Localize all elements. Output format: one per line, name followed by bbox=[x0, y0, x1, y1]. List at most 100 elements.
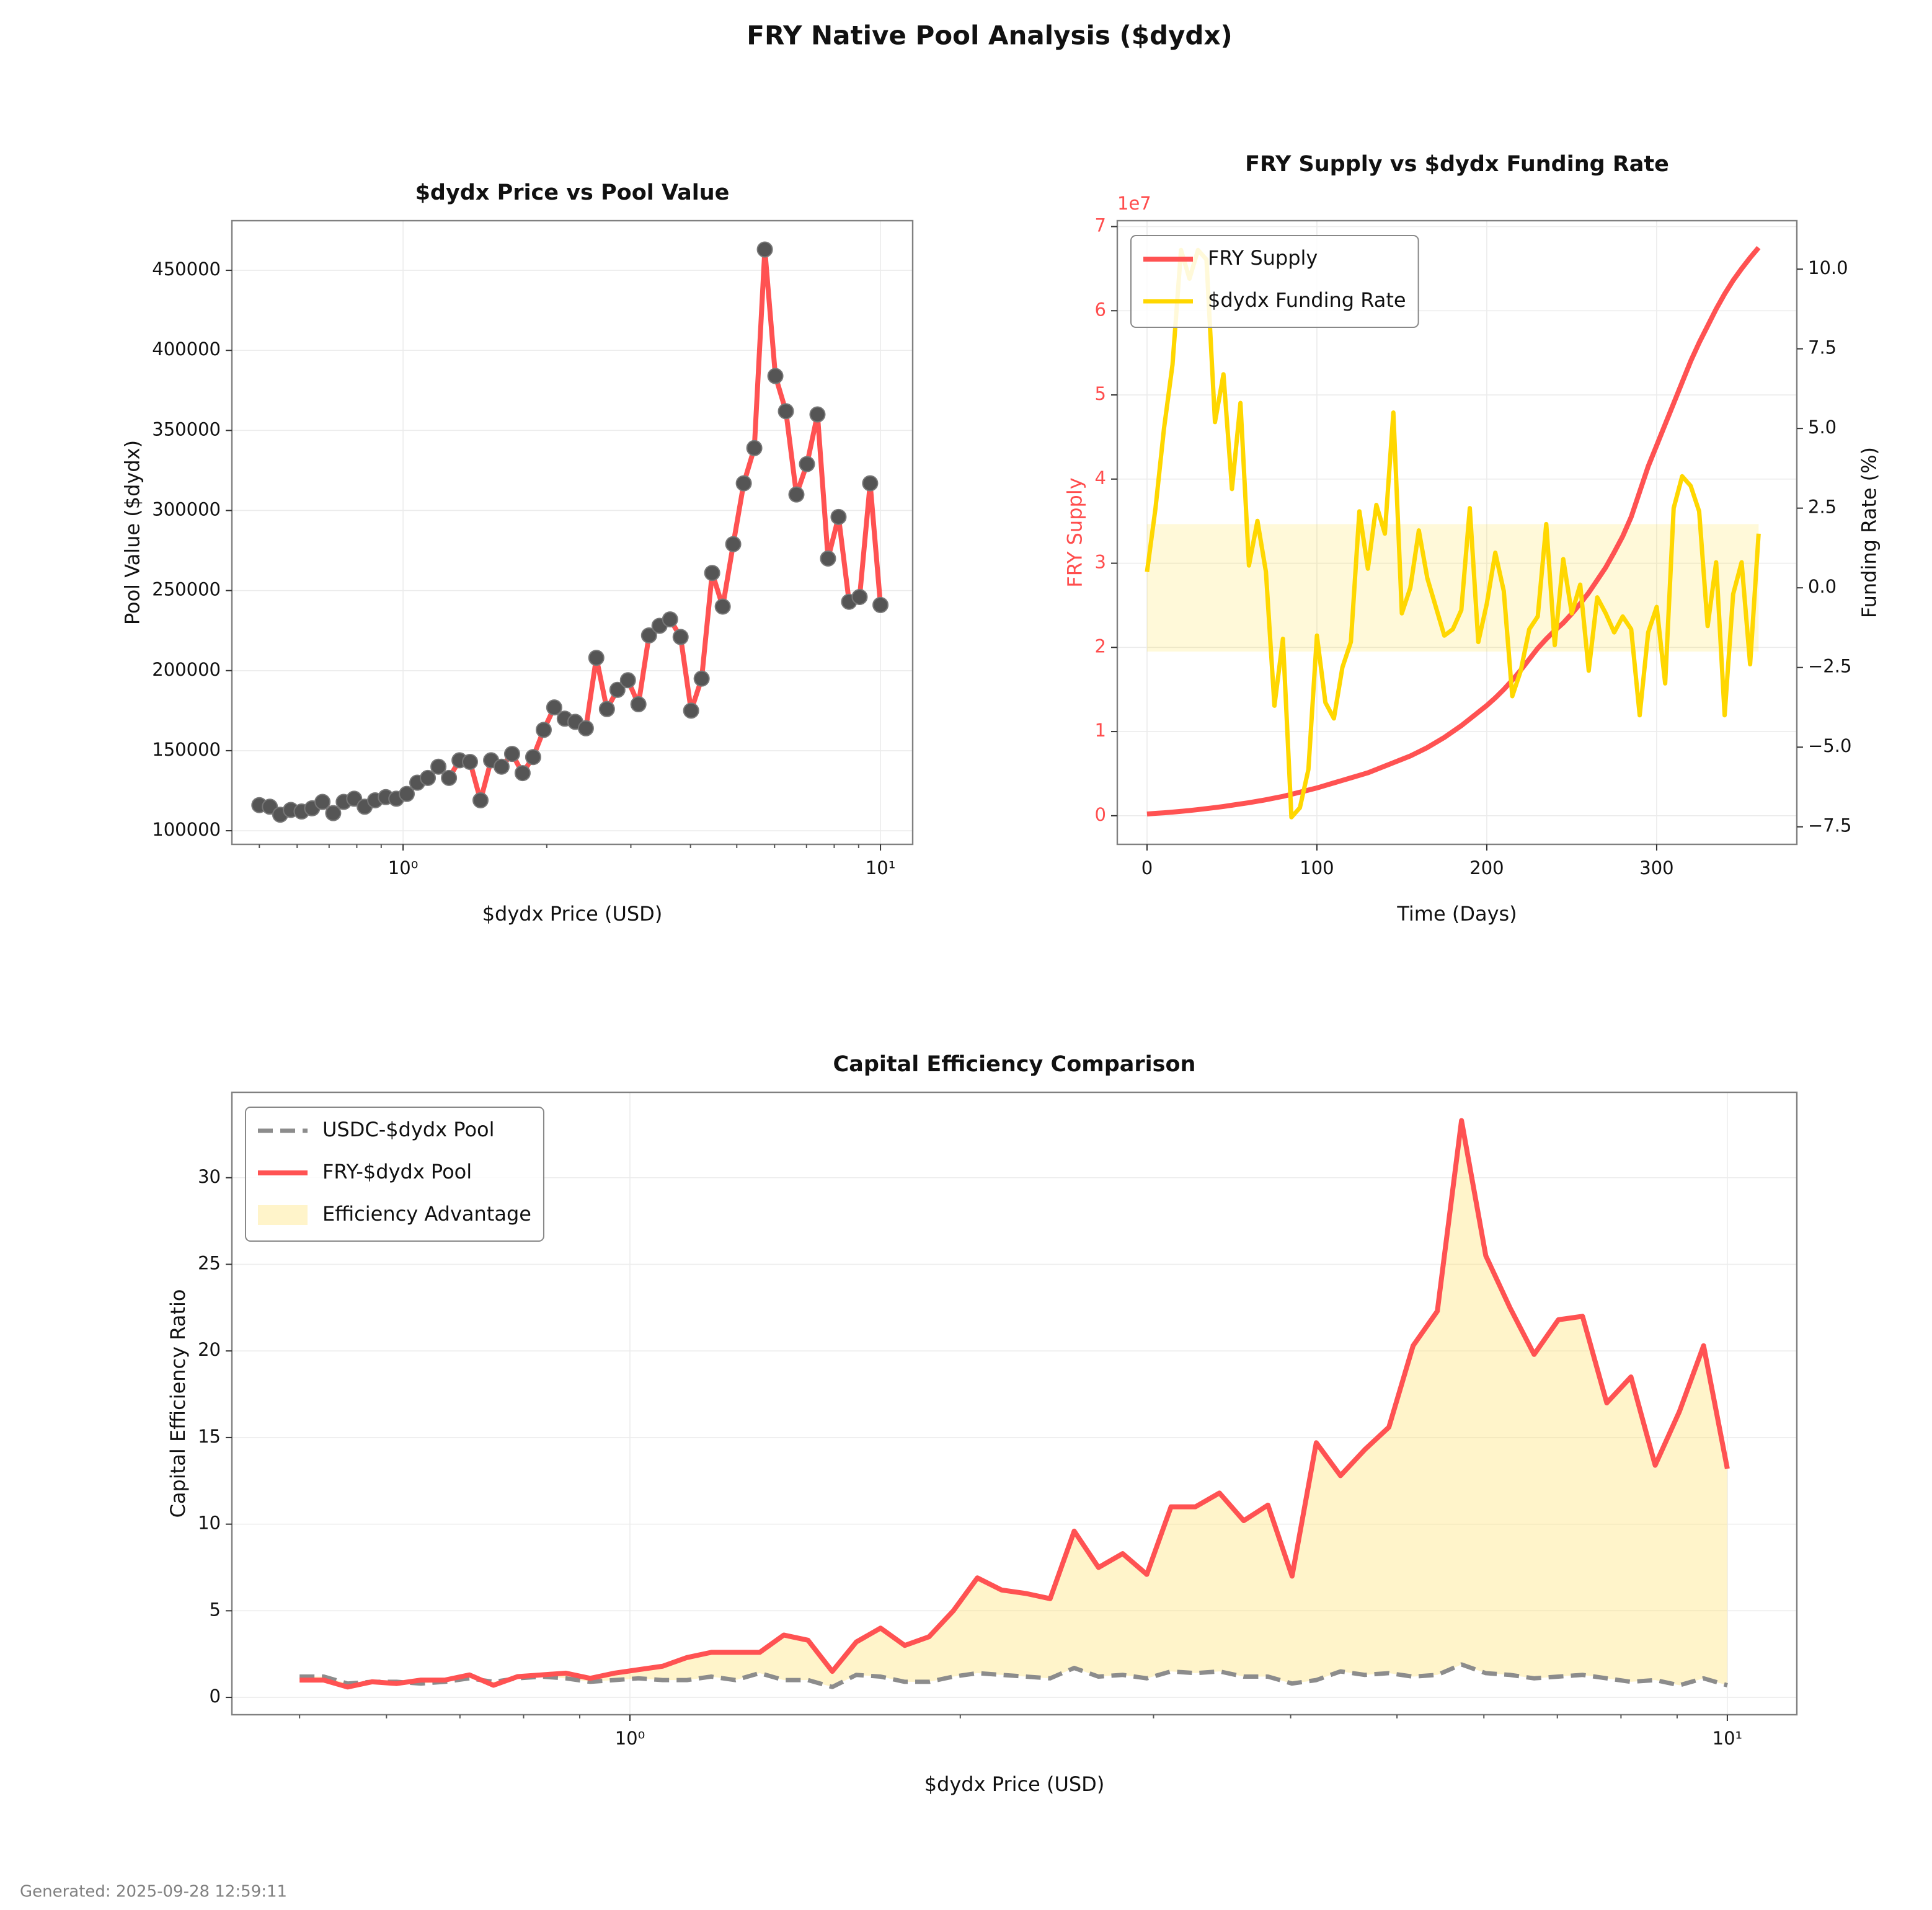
data-point bbox=[577, 720, 594, 736]
figure-title: FRY Native Pool Analysis ($dydx) bbox=[747, 20, 1232, 51]
x-tick-label: 10⁰ bbox=[615, 1728, 645, 1749]
legend-label: FRY Supply bbox=[1208, 246, 1318, 270]
data-point bbox=[399, 785, 415, 802]
data-point bbox=[525, 749, 541, 766]
data-point bbox=[493, 758, 510, 775]
data-point bbox=[314, 794, 331, 810]
y-tick-label: 100000 bbox=[152, 819, 221, 840]
y-tick-label: 0 bbox=[1095, 804, 1106, 825]
data-point bbox=[514, 765, 531, 782]
x-axis-label: $dydx Price (USD) bbox=[482, 902, 663, 926]
y2-tick-label: 5.0 bbox=[1808, 417, 1837, 438]
y-tick-label: 300000 bbox=[152, 498, 221, 520]
data-point bbox=[472, 792, 489, 808]
legend-label: USDC-$dydx Pool bbox=[322, 1118, 495, 1141]
legend-swatch bbox=[258, 1205, 308, 1225]
plot-frame bbox=[1116, 219, 1798, 846]
x-tick-label: 0 bbox=[1141, 857, 1153, 878]
y2-tick-label: 7.5 bbox=[1808, 337, 1837, 358]
y-tick-label: 200000 bbox=[152, 659, 221, 680]
y-tick-label: 10 bbox=[198, 1513, 221, 1534]
data-point bbox=[862, 475, 879, 492]
y-tick-label: 450000 bbox=[152, 259, 221, 280]
plot-frame bbox=[231, 1091, 1798, 1716]
data-point bbox=[420, 769, 436, 786]
y-axis-label: Capital Efficiency Ratio bbox=[166, 1289, 190, 1518]
data-point bbox=[672, 629, 689, 645]
data-point bbox=[640, 627, 657, 643]
y2-tick-label: 0.0 bbox=[1808, 576, 1837, 597]
x-tick-label: 300 bbox=[1639, 857, 1673, 878]
data-point bbox=[704, 565, 720, 581]
data-point bbox=[714, 598, 731, 615]
data-point bbox=[588, 650, 605, 666]
y-tick-label: 20 bbox=[198, 1339, 221, 1360]
y-tick-label: 150000 bbox=[152, 739, 221, 760]
data-point bbox=[872, 596, 889, 613]
data-point bbox=[788, 486, 805, 503]
legend-label: FRY-$dydx Pool bbox=[322, 1160, 472, 1183]
y-tick-label: 6 bbox=[1095, 299, 1106, 320]
footer-note: Generated: 2025-09-28 12:59:11 bbox=[20, 1883, 287, 1901]
y-tick-label: 7 bbox=[1095, 215, 1106, 236]
y-tick-label: 250000 bbox=[152, 579, 221, 600]
data-point bbox=[778, 403, 794, 420]
y-axis-label: Pool Value ($dydx) bbox=[120, 440, 144, 625]
data-point bbox=[462, 753, 479, 770]
data-point bbox=[735, 475, 752, 492]
legend-box bbox=[1130, 235, 1419, 328]
data-point bbox=[535, 722, 552, 738]
x-tick-label: 200 bbox=[1469, 857, 1504, 878]
x-tick-label: 10¹ bbox=[1713, 1728, 1743, 1749]
panel-title: $dydx Price vs Pool Value bbox=[415, 180, 730, 205]
data-point bbox=[503, 746, 520, 763]
x-axis-label: $dydx Price (USD) bbox=[924, 1772, 1105, 1796]
series-line bbox=[299, 1118, 1730, 1690]
x-tick-label: 10¹ bbox=[866, 857, 896, 878]
y-offset-label: 1e7 bbox=[1117, 193, 1151, 214]
data-point bbox=[725, 536, 742, 552]
data-point bbox=[683, 702, 699, 719]
data-point bbox=[619, 672, 636, 689]
data-point bbox=[609, 681, 626, 698]
x-tick-label: 100 bbox=[1300, 857, 1334, 878]
panel-title: Capital Efficiency Comparison bbox=[833, 1052, 1196, 1077]
x-axis-label: Time (Days) bbox=[1396, 902, 1517, 926]
y2-tick-label: 2.5 bbox=[1808, 497, 1837, 518]
legend-label: Efficiency Advantage bbox=[322, 1202, 531, 1226]
data-point bbox=[756, 241, 773, 258]
data-point bbox=[830, 508, 847, 525]
y-tick-label: 25 bbox=[198, 1252, 221, 1273]
x-tick-label: 10⁰ bbox=[388, 857, 419, 878]
y-tick-label: 5 bbox=[1095, 383, 1106, 404]
plot-frame bbox=[231, 219, 914, 846]
y-axis-label: FRY Supply bbox=[1063, 477, 1087, 587]
y-tick-label: 5 bbox=[210, 1599, 221, 1620]
y-tick-label: 30 bbox=[198, 1166, 221, 1187]
data-point bbox=[799, 456, 815, 472]
y-tick-label: 400000 bbox=[152, 338, 221, 360]
y-tick-label: 15 bbox=[198, 1426, 221, 1447]
legend-box bbox=[245, 1107, 544, 1242]
y-tick-label: 0 bbox=[210, 1686, 221, 1707]
series-line bbox=[1146, 245, 1761, 817]
y2-tick-label: 10.0 bbox=[1808, 257, 1848, 278]
legend-label: $dydx Funding Rate bbox=[1208, 288, 1406, 312]
data-point bbox=[430, 758, 447, 775]
y-tick-label: 350000 bbox=[152, 418, 221, 440]
data-point bbox=[630, 696, 647, 713]
y-tick-label: 4 bbox=[1095, 467, 1106, 489]
data-point bbox=[746, 440, 763, 456]
data-point bbox=[598, 701, 615, 717]
series-line bbox=[299, 1662, 1728, 1689]
panel-title: FRY Supply vs $dydx Funding Rate bbox=[1245, 152, 1669, 177]
data-point bbox=[693, 670, 710, 687]
data-point bbox=[546, 699, 562, 716]
data-point bbox=[809, 406, 826, 423]
data-point bbox=[441, 769, 458, 786]
data-point bbox=[325, 805, 342, 821]
y2-tick-label: −2.5 bbox=[1808, 656, 1851, 677]
data-point bbox=[851, 588, 868, 605]
